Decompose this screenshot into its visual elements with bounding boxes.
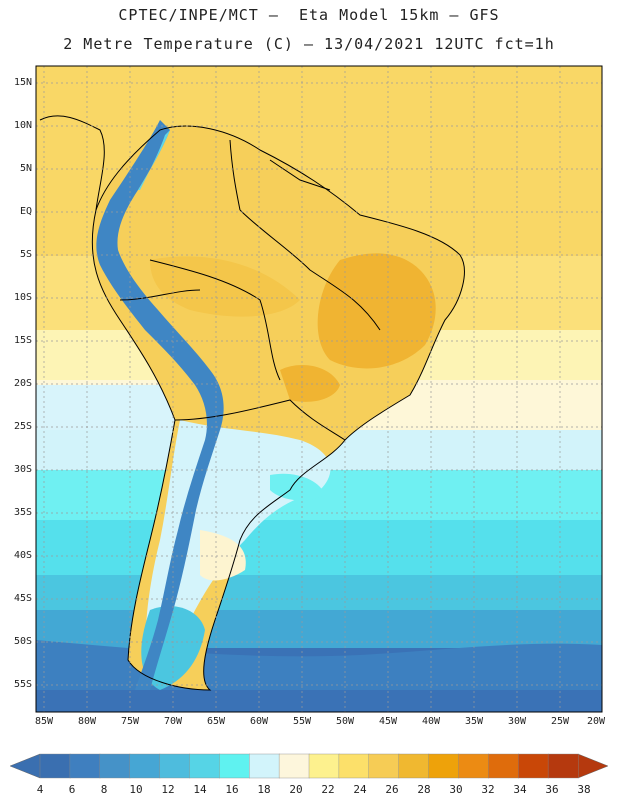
colorbar-swatch	[458, 753, 490, 779]
colorbar-high-arrow	[577, 753, 609, 779]
map-gridlines	[36, 66, 602, 712]
colorbar-swatch	[99, 753, 131, 779]
lat-label: 55S	[13, 679, 32, 690]
colorbar-swatch	[159, 753, 191, 779]
lat-label: 30S	[13, 464, 32, 475]
colorbar-swatch	[428, 753, 460, 779]
lat-label: EQ	[19, 206, 32, 217]
lon-label: 70W	[163, 716, 183, 727]
colorbar-label: 36	[545, 783, 559, 796]
colorbar-label: 22	[321, 783, 335, 796]
lat-label: 5N	[19, 163, 32, 174]
colorbar-label: 8	[100, 783, 108, 796]
colorbar-label: 32	[481, 783, 495, 796]
lat-label: 5S	[19, 249, 32, 260]
lon-label: 60W	[249, 716, 269, 727]
colorbar-swatch	[338, 753, 370, 779]
lat-label: 10N	[13, 120, 32, 131]
colorbar-swatch	[488, 753, 519, 779]
colorbar-label: 16	[225, 783, 239, 796]
colorbar-swatch	[249, 753, 280, 779]
colorbar-swatch	[278, 753, 310, 779]
colorbar-label: 34	[513, 783, 527, 796]
lon-label: 65W	[206, 716, 226, 727]
lon-label: 35W	[464, 716, 484, 727]
colorbar-label: 4	[36, 783, 44, 796]
colorbar-label: 38	[577, 783, 591, 796]
lat-label: 15N	[13, 77, 32, 88]
colorbar-swatch	[39, 753, 71, 779]
lon-label: 25W	[550, 716, 570, 727]
lat-label: 10S	[13, 292, 32, 303]
lat-label: 45S	[13, 593, 32, 604]
lat-label: 20S	[13, 378, 32, 389]
lat-label: 40S	[13, 550, 32, 561]
colorbar-label: 20	[289, 783, 303, 796]
colorbar-low-arrow	[9, 753, 41, 779]
colorbar-label: 14	[193, 783, 207, 796]
lon-label: 50W	[335, 716, 355, 727]
lon-label: 45W	[378, 716, 398, 727]
map-frame	[35, 65, 603, 713]
lon-label: 80W	[77, 716, 97, 727]
colorbar-swatch	[129, 753, 161, 779]
colorbar-swatch	[547, 753, 579, 779]
colorbar-swatch	[518, 753, 549, 779]
lon-label: 20W	[586, 716, 606, 727]
lon-label: 30W	[507, 716, 527, 727]
colorbar-swatch	[398, 753, 430, 779]
lon-label: 75W	[120, 716, 140, 727]
lon-label: 40W	[421, 716, 441, 727]
colorbar-label: 24	[353, 783, 367, 796]
country-borders	[39, 115, 465, 691]
colorbar-label: 6	[68, 783, 76, 796]
map-title-line1: CPTEC/INPE/MCT – Eta Model 15km – GFS	[118, 6, 500, 24]
colorbar	[9, 753, 609, 779]
colorbar-label: 30	[449, 783, 463, 796]
lat-label: 25S	[13, 421, 32, 432]
lat-label: 50S	[13, 636, 32, 647]
colorbar-swatch	[219, 753, 250, 779]
colorbar-label: 26	[385, 783, 399, 796]
colorbar-label: 28	[417, 783, 431, 796]
colorbar-swatch	[189, 753, 221, 779]
colorbar-swatch	[308, 753, 340, 779]
map-title-line2: 2 Metre Temperature (C) – 13/04/2021 12U…	[63, 35, 555, 53]
colorbar-label: 10	[129, 783, 143, 796]
colorbar-label: 12	[161, 783, 175, 796]
colorbar-swatch	[69, 753, 101, 779]
lat-label: 15S	[13, 335, 32, 346]
colorbar-label: 18	[257, 783, 271, 796]
colorbar-swatch	[368, 753, 400, 779]
lon-label: 85W	[34, 716, 54, 727]
lon-label: 55W	[292, 716, 312, 727]
lat-label: 35S	[13, 507, 32, 518]
